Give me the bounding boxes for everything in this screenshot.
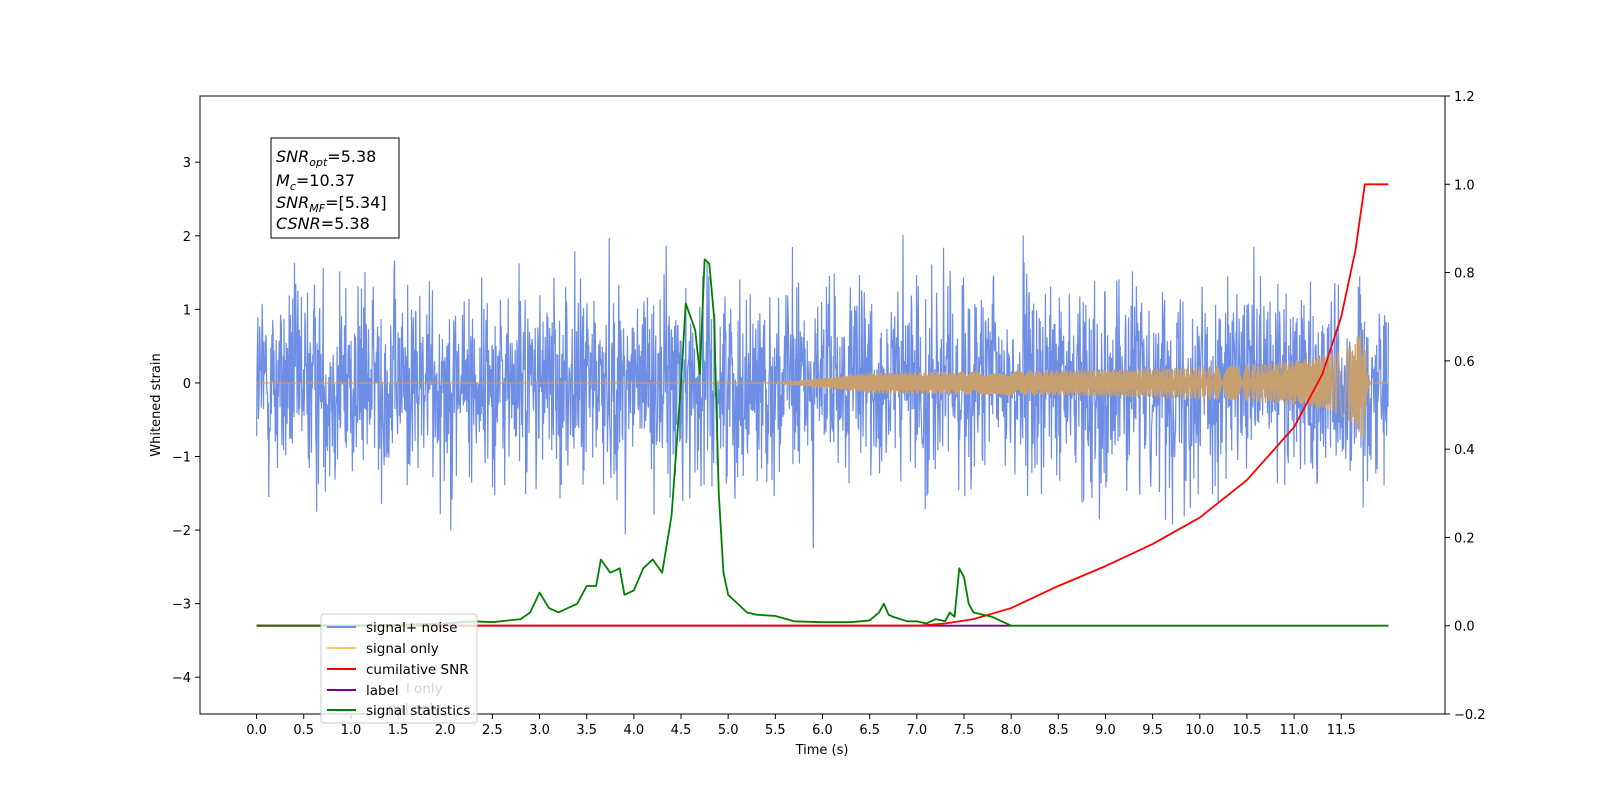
y2-tick-label: 1.2 <box>1454 90 1475 105</box>
y-tick-label: 1 <box>183 303 191 318</box>
x-tick-label: 9.5 <box>1142 723 1163 738</box>
y2-tick-label: −0.2 <box>1454 708 1486 723</box>
annotation-snr-opt: SNRopt=5.38 <box>276 147 376 169</box>
legend: l only nal only signal+ noise signal onl… <box>320 613 478 724</box>
y2-ticks: 1.2 1.0 0.8 0.6 0.4 0.2 0.0 −0.2 <box>1445 90 1486 723</box>
y2-tick-label: 0.2 <box>1454 531 1475 546</box>
x-tick-label: 1.5 <box>388 723 409 738</box>
annotation-csnr: CSNR=5.38 <box>276 214 370 233</box>
x-tick-label: 3.0 <box>529 723 550 738</box>
y2-tick-label: 0.8 <box>1454 267 1475 282</box>
legend-label-label: label <box>366 683 399 699</box>
x-tick-label: 8.0 <box>1001 723 1022 738</box>
x-tick-label: 10.5 <box>1232 723 1261 738</box>
x-tick-label: 0.5 <box>293 723 314 738</box>
x-axis-label: Time (s) <box>795 743 849 758</box>
x-ticks: 0.0 0.5 1.0 1.5 2.0 2.5 3.0 3.5 4.0 4.5 5.0 5.5 6.0 6… <box>246 714 1356 738</box>
line-cumulative-snr <box>256 183 1389 627</box>
y-tick-label: 0 <box>183 377 191 392</box>
annotation-mc: Mc=10.37 <box>276 171 355 193</box>
y2-tick-label: 0.6 <box>1454 355 1475 370</box>
y-tick-label: −2 <box>172 524 191 539</box>
x-tick-label: 4.0 <box>624 723 645 738</box>
line-signal-statistics <box>256 258 1389 627</box>
x-tick-label: 6.5 <box>859 723 880 738</box>
legend-frame <box>320 613 478 724</box>
x-tick-label: 9.0 <box>1095 723 1116 738</box>
x-tick-label: 2.0 <box>435 723 456 738</box>
plot-frame <box>199 95 1446 715</box>
legend-label-signal-statistics: signal statistics <box>366 703 470 719</box>
x-tick-label: 1.0 <box>341 723 362 738</box>
y2-tick-label: 0.4 <box>1454 443 1475 458</box>
legend-label-signal-only: signal only <box>366 641 439 657</box>
annotation-snr-mf: SNRMF=[5.34] <box>276 193 387 215</box>
x-tick-label: 6.0 <box>812 723 833 738</box>
x-tick-label: 8.5 <box>1048 723 1069 738</box>
series-signal-noise <box>255 234 1390 549</box>
y2-tick-label: 1.0 <box>1454 178 1475 193</box>
y-tick-label: 2 <box>183 230 191 245</box>
x-tick-label: 0.0 <box>246 723 267 738</box>
x-tick-label: 11.0 <box>1280 723 1309 738</box>
x-tick-label: 5.0 <box>718 723 739 738</box>
y-tick-label: −3 <box>172 598 191 613</box>
y-tick-label: 3 <box>183 156 191 171</box>
x-tick-label: 5.5 <box>765 723 786 738</box>
legend-occluded-text-2: nal only <box>388 701 441 717</box>
line-signal-noise <box>255 234 1390 549</box>
y-axis-label: Whitened strain <box>149 353 164 456</box>
x-tick-label: 7.0 <box>906 723 927 738</box>
y-tick-label: −1 <box>172 451 191 466</box>
x-tick-label: 3.5 <box>576 723 597 738</box>
y-tick-label: −4 <box>172 671 191 686</box>
x-tick-label: 7.5 <box>954 723 975 738</box>
line-signal-only <box>256 330 1389 439</box>
x-tick-label: 4.5 <box>671 723 692 738</box>
y-ticks: 3 2 1 0 −1 −2 −3 −4 <box>172 156 200 686</box>
y2-tick-label: 0.0 <box>1454 620 1475 635</box>
annotation-frame <box>270 137 400 239</box>
legend-label-cumulative-snr: cumilative SNR <box>366 662 469 678</box>
x-tick-label: 11.5 <box>1327 723 1356 738</box>
snr-annotation-box: SNRopt=5.38 Mc=10.37 SNRMF=[5.34] CSNR=5… <box>270 137 400 239</box>
axes: 0.0 0.5 1.0 1.5 2.0 2.5 3.0 3.5 4.0 4.5 5.0 5.5 6.0 6… <box>149 90 1486 758</box>
legend-label-signal-noise: signal+ noise <box>366 620 457 636</box>
x-tick-label: 10.0 <box>1185 723 1214 738</box>
legend-occluded-text-1: l only <box>406 681 443 697</box>
x-tick-label: 2.5 <box>482 723 503 738</box>
series-signal-only <box>256 330 1389 439</box>
